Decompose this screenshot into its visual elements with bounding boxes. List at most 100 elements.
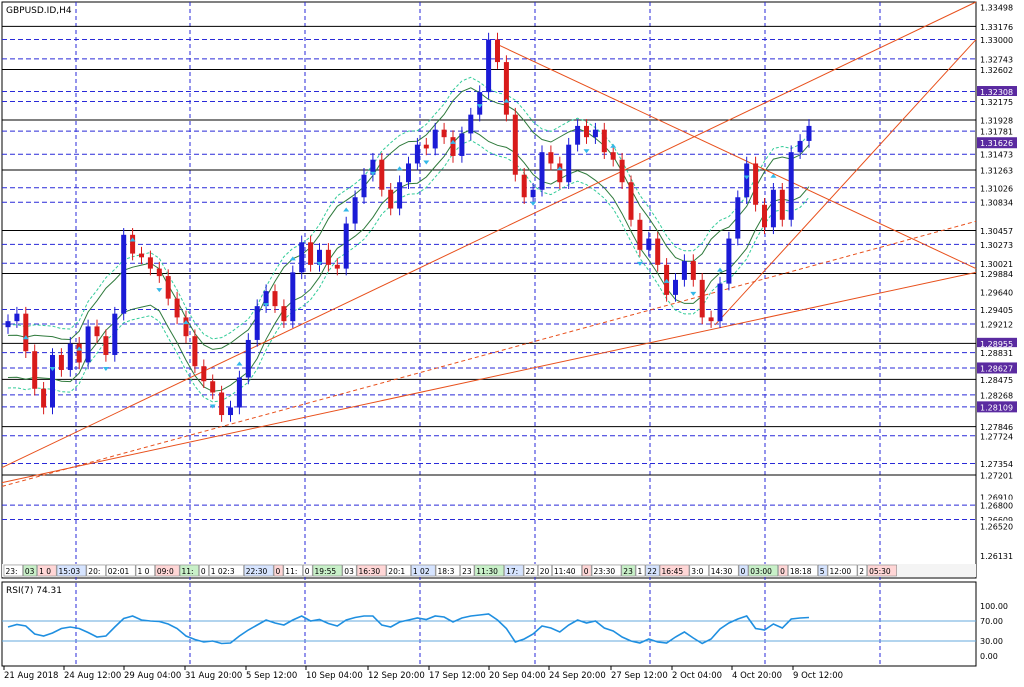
price-tick-label: 1.28109 [980, 403, 1013, 412]
x-tick-label: 12 Sep 20:00 [368, 671, 425, 681]
price-tick-label: 1.27201 [980, 472, 1013, 481]
fractal-arrow [343, 207, 350, 212]
price-tick-label: 1.27724 [980, 432, 1013, 441]
session-marker-label: 23 [623, 567, 633, 576]
trendline [1, 1, 977, 469]
candle-body [263, 291, 269, 307]
price-tick-bg [977, 137, 1017, 149]
session-marker-label: 16:45 [662, 567, 684, 576]
session-marker-label: 1 0 [138, 567, 150, 576]
x-tick-label: 20 Sep 04:00 [489, 671, 546, 681]
session-marker-box [312, 564, 343, 577]
candle-body [744, 163, 750, 198]
session-marker-box [537, 564, 552, 577]
candle-body [228, 407, 233, 416]
candle-body [557, 163, 563, 183]
session-marker-label: 22:30 [246, 567, 268, 576]
price-tick-label: 1.31928 [980, 117, 1013, 126]
candle-body [566, 144, 572, 183]
candle-body [495, 39, 500, 63]
session-marker-box [659, 564, 690, 577]
x-tick-label: 5 Sep 12:00 [246, 671, 297, 681]
fractal-arrow [663, 278, 670, 283]
fractal-arrow [450, 139, 456, 144]
price-tick-label: 1.31263 [980, 166, 1013, 175]
symbol-label: GBPUSD.ID,H4 [6, 6, 72, 16]
price-tick-bg [977, 318, 1017, 330]
price-tick-bg [977, 1, 1017, 13]
candle-body [103, 336, 109, 355]
session-marker-box [135, 564, 155, 577]
session-marker-label: 3:0 [691, 567, 703, 576]
session-marker-label: 1 0 [39, 567, 51, 576]
session-marker-label: 23:30 [594, 567, 616, 576]
fractal-arrow [316, 261, 323, 266]
price-tick-bg [977, 421, 1017, 433]
x-tick-label: 2 Oct 04:00 [672, 671, 722, 681]
price-tick-bg [977, 513, 1017, 525]
session-marker-box [356, 564, 387, 577]
session-marker-box [778, 564, 788, 577]
session-marker-box [474, 564, 505, 577]
price-tick-bg [977, 196, 1017, 208]
fractal-arrow [610, 143, 617, 148]
candle-body [370, 159, 376, 175]
session-marker-label: 12:00 [830, 567, 852, 576]
rsi-tick-label: 70.00 [980, 617, 1003, 626]
candle-body [254, 306, 260, 340]
candle-body [290, 272, 296, 322]
session-marker-label: 0 [201, 567, 206, 576]
price-tick-label: 1.31781 [980, 128, 1013, 137]
session-marker-box [504, 564, 524, 577]
session-marker-label: 0 [305, 567, 310, 576]
session-marker-box [199, 564, 209, 577]
price-tick-label: 1.27354 [980, 460, 1013, 469]
session-marker-box [621, 564, 636, 577]
session-marker-label: 03:00 [750, 567, 772, 576]
price-tick-bg [977, 96, 1017, 108]
session-marker-label: 09:0 [157, 567, 174, 576]
candle-body [219, 392, 225, 416]
session-marker-label: 05:30 [869, 567, 891, 576]
fractal-arrow [156, 288, 163, 293]
price-tick-label: 1.26910 [980, 493, 1013, 502]
session-marker-box [3, 564, 23, 577]
candle-body [139, 253, 144, 258]
candle-body [468, 114, 474, 134]
price-tick-label: 1.27846 [980, 423, 1013, 432]
candle-body [441, 129, 447, 138]
session-marker-box [645, 564, 660, 577]
session-marker-label: 0 [584, 567, 589, 576]
session-marker-label: 0 [780, 567, 785, 576]
price-tick-label: 1.29640 [980, 288, 1013, 297]
price-tick-label: 1.31626 [980, 139, 1013, 148]
candle-body [637, 219, 643, 250]
price-tick-label: 1.26131 [980, 552, 1013, 561]
x-tick-label: 29 Aug 04:00 [124, 671, 181, 681]
session-marker-box [827, 564, 858, 577]
candle-body [681, 261, 687, 280]
fractal-arrow [22, 335, 29, 340]
session-marker-label: 20: [88, 567, 100, 576]
session-marker-box [179, 564, 199, 577]
candle-body [308, 242, 314, 265]
candle-body [397, 182, 403, 209]
fractal-arrow [209, 404, 216, 409]
session-marker-box [635, 564, 646, 577]
candle-body [76, 343, 82, 363]
candle-body [450, 137, 456, 156]
candle-body [201, 366, 207, 382]
candle-body [50, 354, 55, 408]
candle-body [601, 129, 607, 153]
session-marker-box [867, 564, 897, 577]
x-tick-label: 4 Oct 20:00 [732, 671, 782, 681]
fractal-arrow [236, 361, 243, 366]
fractal-arrow [503, 98, 510, 103]
price-tick-bg [977, 286, 1017, 298]
rsi-tick-label: 100.00 [980, 602, 1008, 611]
x-tick-label: 24 Aug 12:00 [64, 671, 121, 681]
fractal-arrow [530, 201, 537, 206]
fractal-arrow [263, 303, 270, 308]
candle-body [735, 197, 741, 239]
